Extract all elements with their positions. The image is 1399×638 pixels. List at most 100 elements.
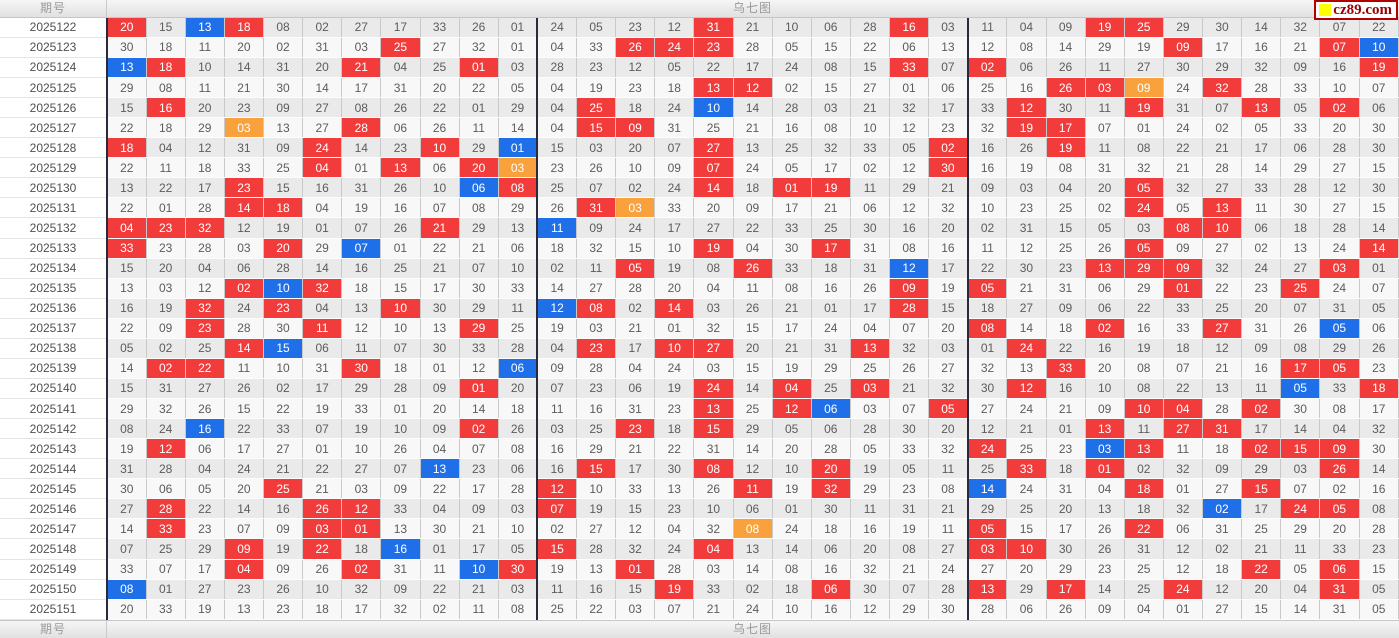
ball-cell: 15 (105, 97, 147, 119)
ball-cell: 20 (105, 599, 147, 621)
red-ball-cell: 05 (928, 398, 969, 420)
ball-cell: 10 (615, 157, 656, 179)
ball-cell: 17 (928, 258, 969, 279)
ball-cell: 23 (654, 498, 695, 520)
red-ball-cell: 18 (105, 137, 147, 159)
ball-cell: 19 (263, 538, 304, 560)
period-cell: 2025146 (0, 498, 108, 520)
ball-cell: 22 (1163, 378, 1204, 400)
ball-cell: 16 (889, 217, 930, 239)
red-ball-cell: 03 (1085, 77, 1125, 99)
ball-cell: 30 (459, 278, 499, 299)
ball-cell: 12 (1202, 338, 1243, 359)
period-cell: 2025141 (0, 398, 108, 420)
period-cell: 2025140 (0, 378, 108, 400)
period-cell: 2025142 (0, 418, 108, 440)
red-ball-cell: 08 (966, 318, 1008, 339)
red-ball-cell: 25 (1280, 278, 1321, 299)
ball-cell: 32 (1163, 177, 1204, 199)
ball-cell: 25 (1046, 197, 1086, 219)
ball-cell: 11 (928, 518, 969, 540)
ball-cell: 17 (772, 318, 812, 339)
ball-cell: 27 (1319, 197, 1360, 219)
ball-cell: 28 (185, 238, 225, 259)
ball-cell: 11 (1085, 97, 1125, 119)
ball-cell: 11 (498, 298, 538, 319)
ball-cell: 19 (1006, 157, 1047, 179)
ball-cell: 26 (1046, 599, 1086, 621)
red-ball-cell: 27 (693, 338, 734, 359)
ball-cell: 22 (146, 177, 186, 199)
ball-cell: 26 (224, 378, 265, 400)
ball-cell: 32 (1241, 57, 1282, 79)
ball-cell: 23 (615, 18, 656, 38)
ball-cell: 05 (772, 157, 812, 179)
ball-cell: 23 (615, 77, 656, 99)
site-logo[interactable]: cz89.com (1314, 0, 1398, 20)
ball-cell: 22 (1359, 18, 1399, 38)
ball-cell: 07 (889, 579, 930, 600)
ball-cell: 21 (1241, 538, 1282, 560)
ball-cell: 31 (889, 498, 930, 520)
ball-cell: 17 (615, 338, 656, 359)
ball-cell: 05 (498, 77, 538, 99)
ball-cell: 27 (576, 278, 617, 299)
table-row: 2025130 13 22 17 23 15 16 31 26 10 06 08 25 07 02 24 14 1… (0, 177, 1399, 199)
ball-cell: 11 (1241, 197, 1282, 219)
ball-cell: 19 (263, 217, 304, 239)
red-ball-cell: 19 (811, 177, 851, 199)
blue-ball-cell: 10 (263, 278, 304, 299)
ball-cell: 18 (1202, 438, 1243, 460)
red-ball-cell: 32 (1202, 77, 1243, 99)
ball-cell: 27 (1202, 478, 1243, 500)
ball-cell: 27 (1280, 258, 1321, 279)
blue-ball-cell: 16 (380, 538, 421, 560)
ball-cell: 07 (928, 57, 969, 79)
table-row: 2025139 14 02 22 11 10 31 30 18 01 12 06 09 28 04 24 03 1… (0, 358, 1399, 379)
ball-cell: 33 (1280, 117, 1321, 139)
ball-cell: 23 (459, 458, 499, 480)
ball-cell: 05 (1359, 298, 1399, 319)
ball-cell: 23 (576, 57, 617, 79)
ball-cell: 15 (615, 498, 656, 520)
ball-cell: 11 (1085, 57, 1125, 79)
ball-cell: 09 (733, 197, 773, 219)
ball-cell: 22 (1124, 298, 1164, 319)
red-ball-cell: 30 (498, 559, 538, 580)
ball-cell: 32 (928, 378, 969, 400)
ball-cell: 33 (1241, 177, 1282, 199)
ball-cell: 29 (1085, 37, 1125, 58)
period-cell: 2025138 (0, 338, 108, 359)
red-ball-cell: 09 (615, 117, 656, 139)
ball-cell: 14 (1085, 579, 1125, 600)
ball-cell: 09 (966, 177, 1008, 199)
ball-cell: 04 (146, 137, 186, 159)
blue-ball-cell: 15 (263, 338, 304, 359)
ball-cell: 16 (302, 177, 343, 199)
red-ball-cell: 20 (459, 157, 499, 179)
ball-cell: 04 (536, 117, 578, 139)
ball-cell: 26 (420, 117, 460, 139)
ball-cell: 05 (889, 137, 930, 159)
ball-cell: 05 (576, 18, 617, 38)
ball-cell: 18 (811, 518, 851, 540)
ball-cell: 16 (1241, 358, 1282, 379)
ball-cell: 21 (928, 177, 969, 199)
ball-cell: 05 (1280, 559, 1321, 580)
ball-cell: 06 (1359, 318, 1399, 339)
red-ball-cell: 19 (1359, 57, 1399, 79)
ball-cell: 29 (185, 538, 225, 560)
table-row: 2025146 27 28 22 14 16 26 12 33 04 09 03 07 19 15 23 10 0… (0, 498, 1399, 520)
ball-cell: 24 (772, 518, 812, 540)
red-ball-cell: 17 (811, 238, 851, 259)
ball-cell: 19 (341, 197, 382, 219)
ball-cell: 17 (928, 97, 969, 119)
ball-cell: 14 (459, 398, 499, 420)
red-ball-cell: 23 (615, 418, 656, 440)
table-row: 2025131 22 01 28 14 18 04 19 16 07 08 29 26 31 03 33 20 0… (0, 197, 1399, 219)
ball-cell: 26 (380, 217, 421, 239)
ball-cell: 02 (263, 378, 304, 400)
ball-cell: 07 (1163, 358, 1204, 379)
blue-ball-cell: 12 (536, 298, 578, 319)
ball-cell: 07 (459, 438, 499, 460)
